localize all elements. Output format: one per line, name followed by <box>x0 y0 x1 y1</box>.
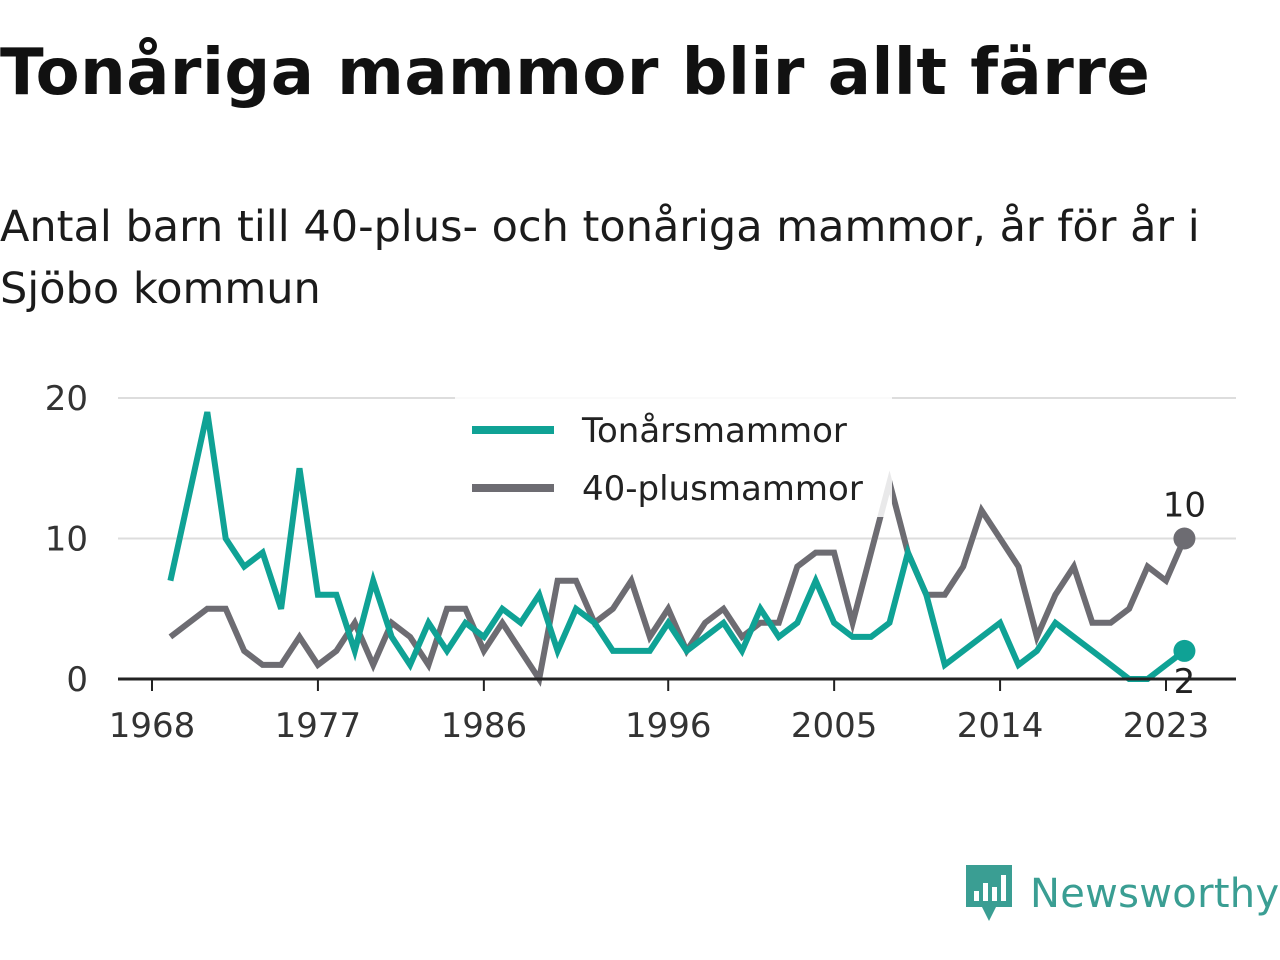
x-tick-label: 1968 <box>109 706 196 746</box>
brand-name: Newsworthy <box>1030 871 1280 917</box>
x-tick-label: 2014 <box>957 706 1044 746</box>
x-tick-label: 1977 <box>275 706 362 746</box>
end-markers: 2 10 <box>1163 486 1206 702</box>
series-lines <box>167 411 1188 687</box>
series-line-40-plusmammor <box>168 470 1188 687</box>
y-tick-label: 10 <box>45 520 88 560</box>
y-tick-label: 0 <box>66 660 88 700</box>
x-tick-label: 2023 <box>1123 706 1210 746</box>
end-label-40-plusmammor: 10 <box>1163 486 1206 526</box>
legend-label-tonarsmammor: Tonårsmammor <box>581 411 847 451</box>
brand-logo: Newsworthy <box>964 862 1279 926</box>
x-tick-label: 1996 <box>625 706 712 746</box>
legend: Tonårsmammor 40-plusmammor <box>455 397 892 517</box>
line-chart: 0 10 20 1968 1977 1986 1996 2005 2014 2023 Tonår… <box>45 379 1236 746</box>
newsworthy-chart-bubble-icon <box>966 865 1012 921</box>
x-tick-label: 1986 <box>441 706 528 746</box>
x-tick-label: 2005 <box>791 706 878 746</box>
y-tick-label: 20 <box>45 379 88 419</box>
y-axis: 0 10 20 <box>45 379 88 700</box>
chart-title: Tonåriga mammor blir allt färre <box>0 36 1151 110</box>
end-point-tonarsmammor <box>1173 639 1196 662</box>
end-point-40-plusmammor <box>1173 527 1196 550</box>
legend-label-40-plusmammor: 40-plusmammor <box>582 469 863 509</box>
legend-background <box>455 397 892 517</box>
end-label-tonarsmammor: 2 <box>1174 662 1196 702</box>
series-line-tonarsmammor <box>167 411 1187 682</box>
x-axis: 1968 1977 1986 1996 2005 2014 2023 <box>109 677 1236 746</box>
chart-subtitle: Antal barn till 40-plus- och tonåriga ma… <box>0 202 1200 314</box>
